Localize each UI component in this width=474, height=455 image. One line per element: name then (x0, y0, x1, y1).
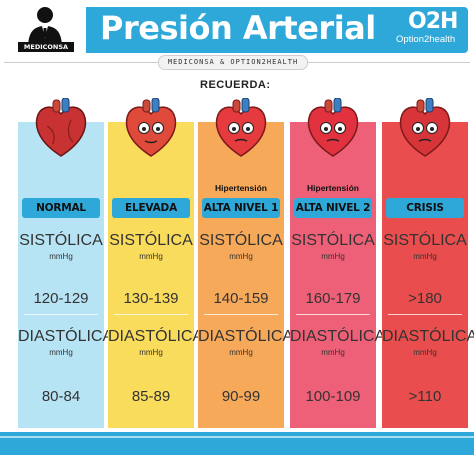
section-divider (204, 314, 278, 315)
section-divider (296, 314, 370, 315)
systolic-label: SISTÓLICA (199, 232, 283, 249)
diastolic-label: DIASTÓLICA (198, 328, 294, 345)
diastolic-label: DIASTÓLICA (290, 328, 386, 345)
footer-bar (0, 432, 474, 455)
recuerda-heading: RECUERDA: (200, 79, 271, 91)
category-column: NORMAL SISTÓLICA mmHg 120-129 DIASTÓLICA mmHg… (18, 98, 114, 428)
diastolic-value: 80-84 (41, 388, 81, 405)
category-label: ELEVADA (112, 198, 190, 218)
diastolic-label: DIASTÓLICA (382, 328, 474, 345)
diastolic-unit: mmHg (139, 348, 163, 357)
partner-name: Option2health (396, 34, 456, 45)
diastolic-value: >110 (408, 388, 442, 405)
footer-stripe (0, 436, 474, 438)
category-tag: Hipertensión (307, 183, 359, 193)
systolic-label: SISTÓLICA (109, 232, 193, 249)
systolic-value: >180 (408, 290, 442, 307)
systolic-label: SISTÓLICA (383, 232, 467, 249)
label-band: NORMAL (18, 198, 104, 218)
section-divider (388, 314, 462, 315)
systolic-unit: mmHg (229, 252, 253, 261)
label-band: ALTA NIVEL 2 (290, 198, 376, 218)
category-label: CRISIS (386, 198, 464, 218)
category-column: Hipertensión ALTA NIVEL 1 SISTÓLICA mmHg 140… (198, 98, 294, 428)
category-label: NORMAL (22, 198, 100, 218)
category-column: CRISIS SISTÓLICA mmHg >180 DIASTÓLICA mmHg >11… (382, 98, 474, 428)
diastolic-unit: mmHg (413, 348, 437, 357)
diastolic-unit: mmHg (229, 348, 253, 357)
heart-crying-icon (399, 98, 451, 157)
diastolic-label: DIASTÓLICA (18, 328, 114, 345)
category-column: Hipertensión ALTA NIVEL 2 SISTÓLICA mmHg 160… (290, 98, 386, 428)
logo-text: MEDICONSA (18, 42, 74, 52)
section-divider (114, 314, 188, 315)
diastolic-value: 85-89 (131, 388, 171, 405)
systolic-label: SISTÓLICA (291, 232, 375, 249)
category-column: ELEVADA SISTÓLICA mmHg 130-139 DIASTÓLICA mmH… (108, 98, 204, 428)
systolic-value: 160-179 (305, 290, 361, 307)
category-label: ALTA NIVEL 2 (294, 198, 372, 218)
section-divider (24, 314, 98, 315)
heart-worried-icon (125, 98, 177, 157)
label-band: ELEVADA (108, 198, 194, 218)
systolic-value: 140-159 (213, 290, 269, 307)
page-title: Presión Arterial (100, 9, 376, 47)
label-band: ALTA NIVEL 1 (198, 198, 284, 218)
heart-tired-icon (215, 98, 267, 157)
partner-logo: O2H Option2health (396, 10, 466, 50)
systolic-unit: mmHg (139, 252, 163, 261)
systolic-value: 130-139 (123, 290, 179, 307)
heart-normal-icon (35, 98, 87, 157)
systolic-value: 120-129 (33, 290, 89, 307)
diastolic-value: 90-99 (221, 388, 261, 405)
systolic-unit: mmHg (321, 252, 345, 261)
category-tag: Hipertensión (215, 183, 267, 193)
systolic-unit: mmHg (413, 252, 437, 261)
partner-logo-mark: O2H (408, 9, 458, 34)
sub-banner: MEDICONSA & OPTION2HEALTH (158, 55, 308, 70)
label-band: CRISIS (382, 198, 468, 218)
category-label: ALTA NIVEL 1 (202, 198, 280, 218)
diastolic-label: DIASTÓLICA (108, 328, 204, 345)
diastolic-value: 100-109 (305, 388, 361, 405)
heart-sick-icon (307, 98, 359, 157)
title-banner (86, 7, 468, 53)
systolic-unit: mmHg (49, 252, 73, 261)
diastolic-unit: mmHg (49, 348, 73, 357)
systolic-label: SISTÓLICA (19, 232, 103, 249)
diastolic-unit: mmHg (321, 348, 345, 357)
